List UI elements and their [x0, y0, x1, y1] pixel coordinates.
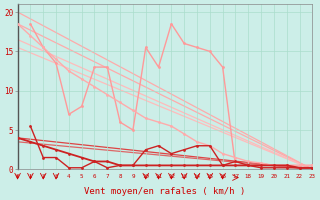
X-axis label: Vent moyen/en rafales ( km/h ): Vent moyen/en rafales ( km/h ): [84, 187, 245, 196]
